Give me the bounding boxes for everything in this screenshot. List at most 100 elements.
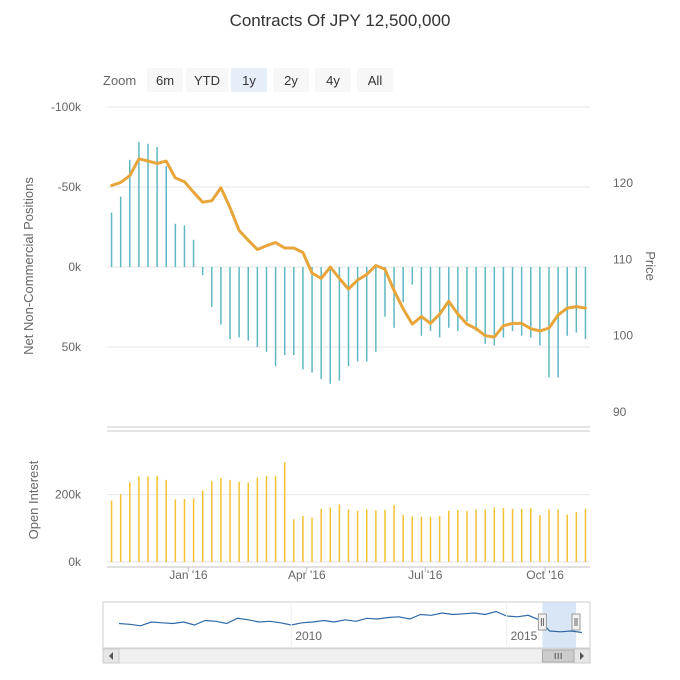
open-interest-bar — [311, 517, 313, 562]
zoom-button-label: YTD — [194, 73, 220, 88]
y-tick-label-price: 110 — [613, 252, 632, 266]
open-interest-bar — [457, 510, 459, 562]
navigator-tick-label: 2010 — [295, 629, 322, 643]
positions-bar — [484, 267, 486, 344]
open-interest-bar — [530, 508, 532, 562]
zoom-button-4y[interactable]: 4y — [315, 68, 351, 92]
zoom-button-1y[interactable]: 1y — [231, 68, 267, 92]
positions-bar — [174, 223, 177, 267]
zoom-button-label: 4y — [326, 73, 340, 88]
navigator-tick-label: 2015 — [511, 629, 538, 643]
x-tick-label: Jan '16 — [169, 568, 208, 582]
open-interest-bar — [320, 508, 322, 562]
zoom-controls: Zoom 6m YTD 1y 2y 4y All — [103, 68, 393, 92]
y-tick-label-positions: 50k — [62, 340, 82, 354]
open-interest-bar — [466, 511, 468, 562]
zoom-button-2y[interactable]: 2y — [273, 68, 309, 92]
positions-bar — [329, 267, 332, 384]
open-interest-bar — [475, 509, 477, 562]
positions-bar — [293, 267, 295, 355]
positions-bar — [320, 267, 322, 379]
open-interest-bar — [138, 476, 140, 562]
positions-bar — [274, 267, 277, 367]
positions-bar — [548, 267, 550, 378]
scrollbar-thumb[interactable] — [541, 649, 575, 663]
chevron-left-icon — [109, 652, 113, 660]
positions-bar — [511, 267, 514, 331]
open-interest-bar — [502, 508, 505, 562]
positions-bar — [192, 239, 195, 267]
y-axis-title-price: Price — [643, 251, 658, 281]
navigator-frame — [102, 601, 591, 649]
y-tick-label-positions: -100k — [51, 100, 82, 114]
navigator-handle[interactable] — [537, 613, 547, 631]
positions-bar — [302, 267, 304, 370]
positions-bar — [256, 267, 259, 347]
navigator-handle-body — [571, 613, 581, 631]
open-interest-bar — [192, 498, 195, 562]
positions-bar — [447, 267, 450, 328]
scrollbar-left-arrow[interactable] — [102, 648, 120, 664]
open-interest-bar — [429, 516, 432, 562]
navigator-handle[interactable] — [571, 613, 581, 631]
open-interest-bar — [247, 482, 250, 562]
navigator-selected-range[interactable] — [542, 602, 576, 648]
positions-bar — [283, 267, 286, 355]
positions-bar — [411, 267, 414, 285]
open-interest-bar — [283, 462, 286, 562]
zoom-button-ytd[interactable]: YTD — [186, 68, 228, 92]
positions-bar — [457, 267, 459, 331]
positions-bar — [356, 267, 359, 362]
navigator-scrollbar[interactable] — [102, 648, 591, 664]
positions-bar — [229, 267, 231, 339]
scrollbar-right-arrow[interactable] — [573, 648, 591, 664]
positions-bar — [584, 267, 587, 339]
y-tick-label-price: 90 — [613, 405, 627, 419]
open-interest-bar — [256, 477, 259, 562]
positions-bar — [165, 166, 167, 267]
open-interest-bar — [211, 481, 213, 562]
positions-bar — [365, 267, 368, 362]
y-tick-label-positions: 0k — [68, 260, 82, 274]
navigator-line — [118, 610, 583, 634]
open-interest-bar — [365, 509, 368, 562]
open-interest-bar — [119, 493, 122, 562]
positions-bar — [393, 267, 395, 328]
x-tick-label: Apr '16 — [288, 568, 326, 582]
open-interest-bar — [183, 499, 186, 562]
positions-bar — [110, 212, 113, 267]
open-interest-bar — [447, 510, 450, 562]
open-interest-bar — [402, 514, 404, 562]
x-tick-label: Oct '16 — [526, 568, 564, 582]
open-interest-bar — [129, 482, 131, 562]
positions-bar — [466, 267, 468, 322]
open-interest-bar — [238, 481, 240, 562]
positions-bar — [429, 267, 432, 331]
price-line-series — [110, 157, 587, 339]
positions-bar — [338, 267, 341, 381]
open-interest-bar — [438, 515, 441, 562]
open-interest-bar — [156, 475, 158, 562]
zoom-button-bg — [147, 68, 183, 92]
open-interest-bar — [302, 515, 304, 562]
open-interest-bar — [201, 490, 204, 562]
open-interest-bar — [375, 510, 377, 562]
axis-labels: -100k -50k 0k 50k 90 100 110 120 0k 200k Jan '16 Ap… — [51, 100, 633, 582]
open-interest-bar — [539, 515, 541, 562]
positions-bar — [530, 267, 532, 338]
zoom-button-bg — [273, 68, 309, 92]
positions-bars — [110, 142, 587, 384]
scrollbar-track[interactable] — [102, 648, 591, 664]
chevron-right-icon — [580, 652, 584, 660]
zoom-label: Zoom — [103, 73, 136, 88]
open-interest-bar — [147, 476, 149, 562]
positions-bar — [438, 267, 441, 338]
navigator[interactable]: 2010 2015 — [102, 601, 591, 664]
y-tick-label-price: 120 — [613, 176, 633, 190]
open-interest-bar — [493, 507, 496, 562]
zoom-button-all[interactable]: All — [357, 68, 393, 92]
zoom-button-bg — [315, 68, 351, 92]
zoom-button-6m[interactable]: 6m — [147, 68, 183, 92]
positions-bar — [347, 267, 350, 367]
positions-bar — [183, 225, 186, 267]
